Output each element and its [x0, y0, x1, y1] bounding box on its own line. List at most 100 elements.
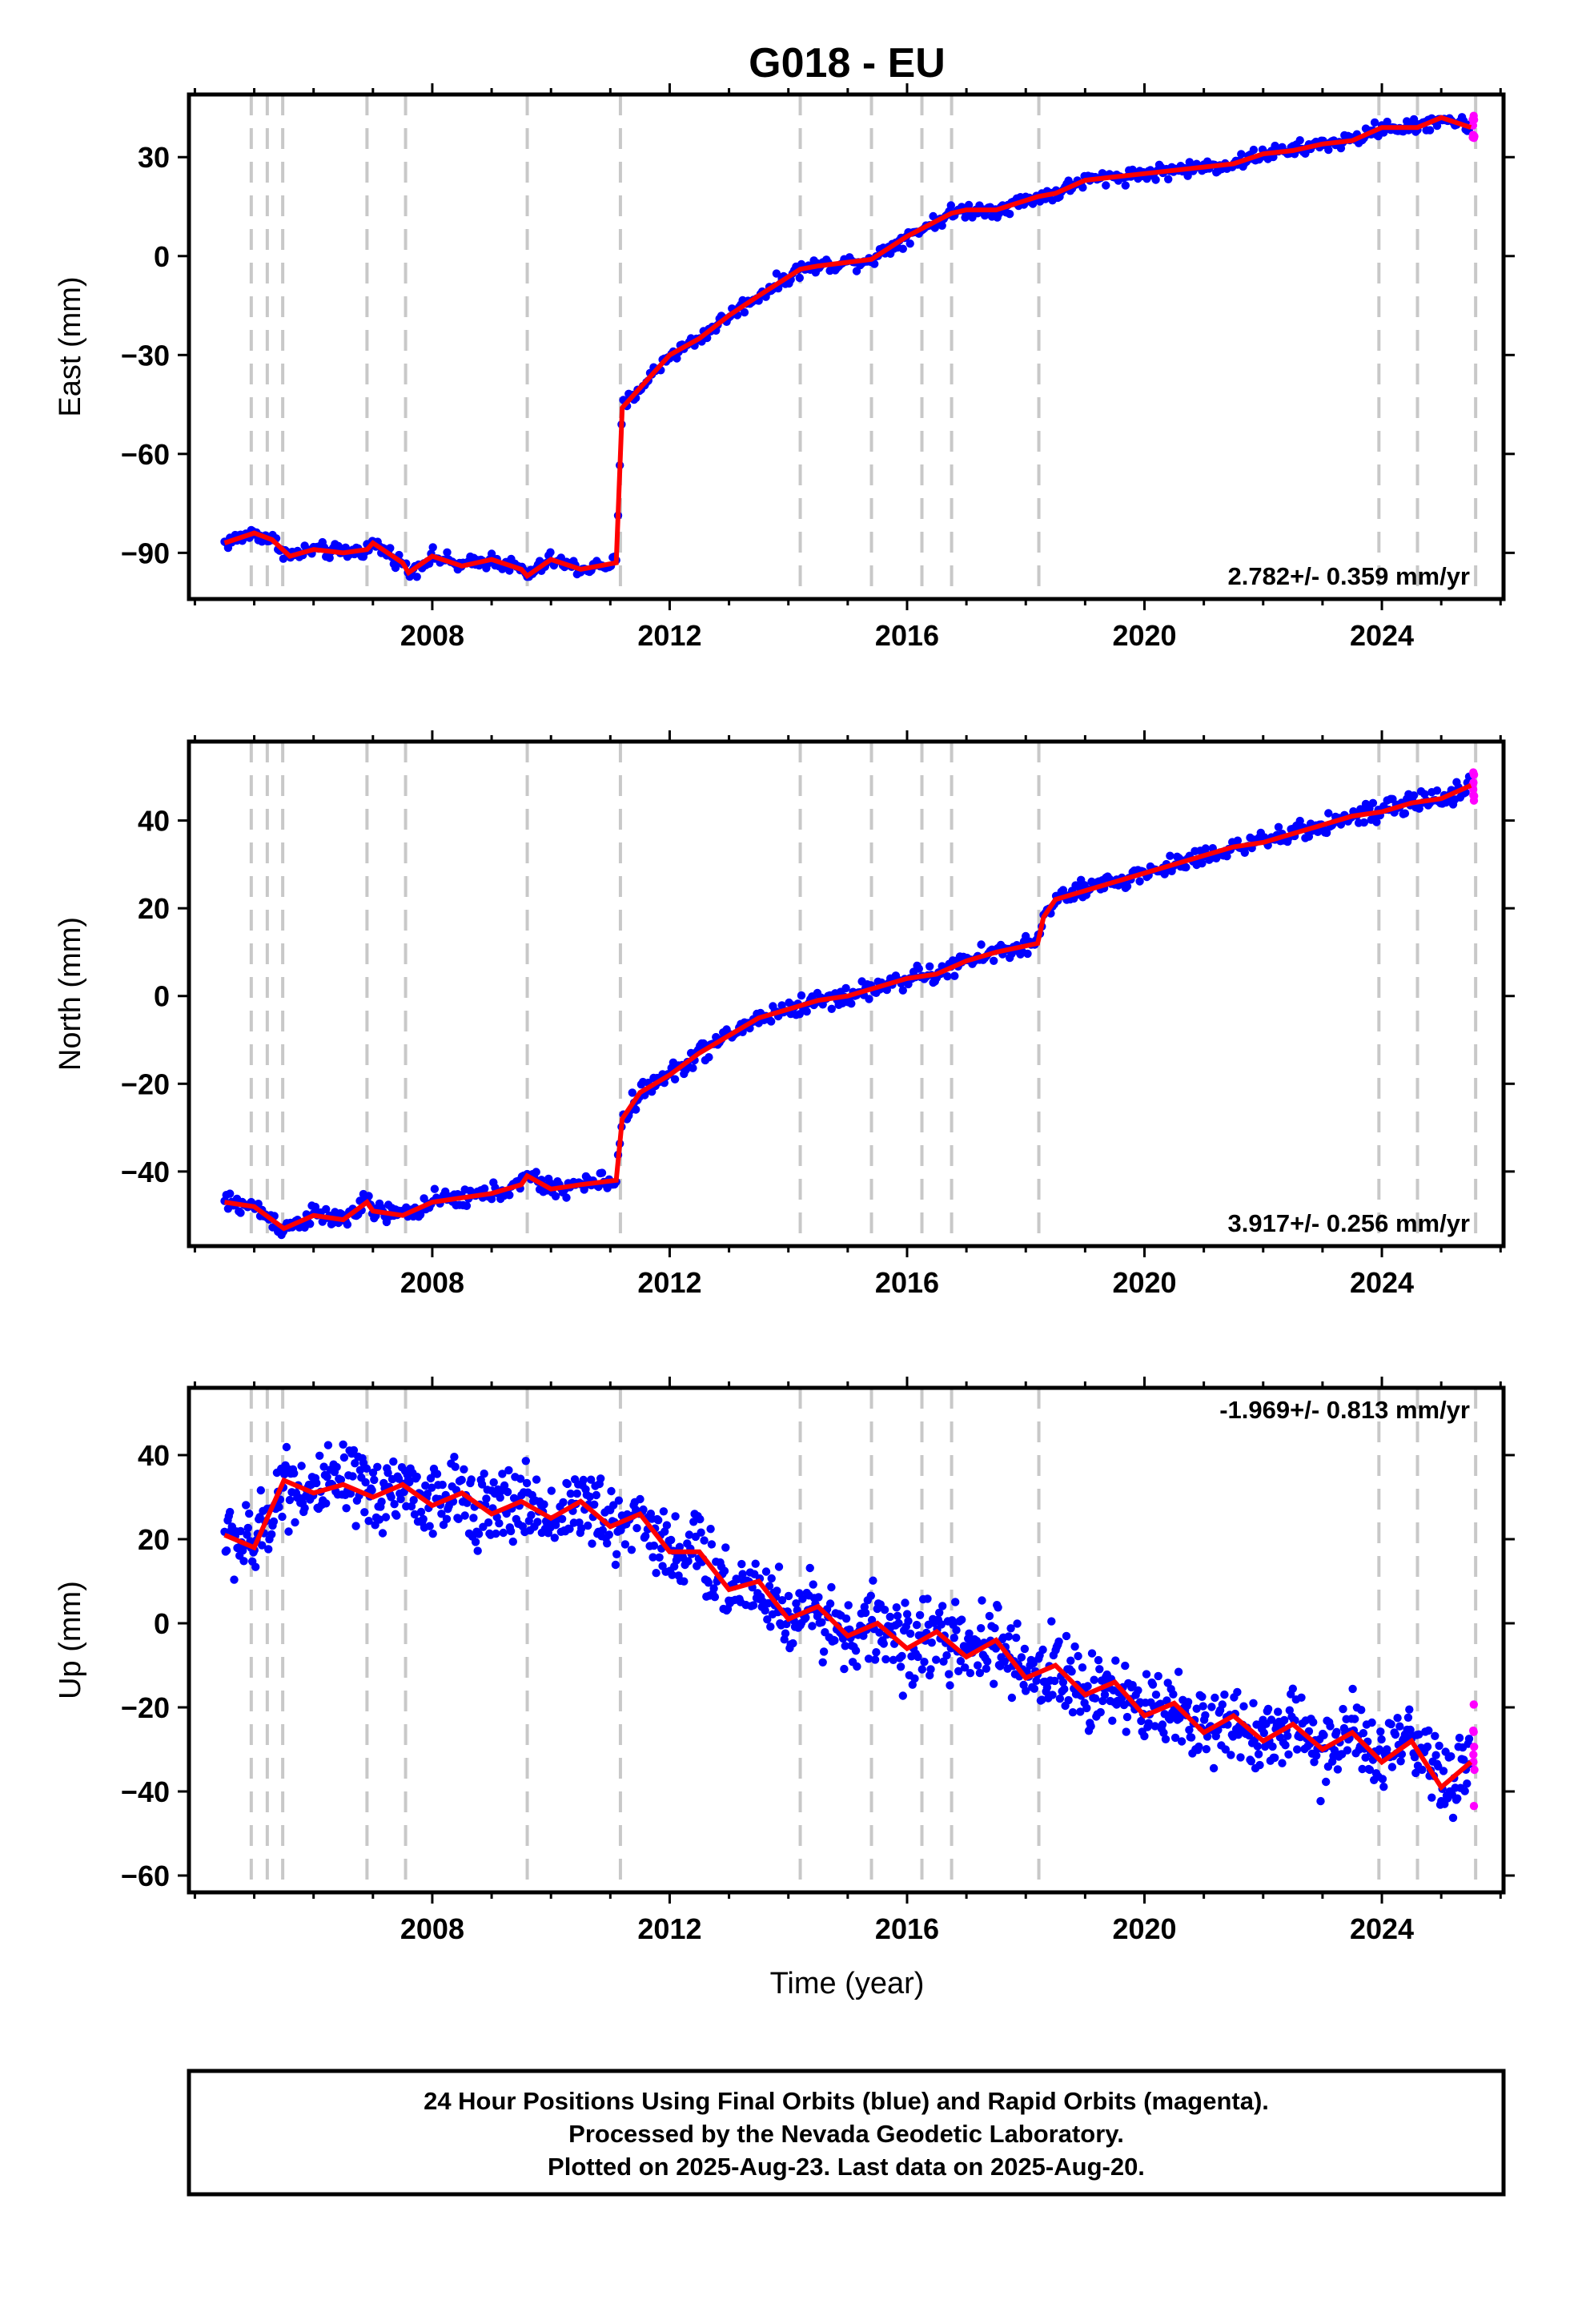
east-y-axis-label: East (mm) [54, 276, 87, 416]
up-point-394 [641, 1531, 650, 1541]
up-point-996 [1284, 1750, 1293, 1759]
up-point-199 [432, 1470, 442, 1478]
up-point-1098 [1393, 1714, 1402, 1723]
up-point-961 [1247, 1757, 1256, 1766]
up-point-1081 [1375, 1745, 1384, 1754]
caption-line-3: Plotted on 2025-Aug-23. Last data on 202… [548, 2153, 1145, 2181]
east-point-523 [1151, 175, 1160, 184]
up-point-86 [312, 1478, 321, 1488]
up-point-96 [323, 1473, 331, 1482]
up-point-781 [1054, 1637, 1063, 1646]
caption-box: 24 Hour Positions Using Final Orbits (bl… [187, 2069, 1506, 2197]
up-point-352 [596, 1474, 605, 1483]
north-point-507 [1122, 882, 1132, 891]
up-point-330 [572, 1489, 581, 1498]
up-point-156 [387, 1493, 396, 1502]
north-point-619 [1322, 828, 1331, 838]
caption-line-1: 24 Hour Positions Using Final Orbits (bl… [424, 2087, 1269, 2115]
up-point-1093 [1387, 1763, 1397, 1771]
north-point-146 [480, 1184, 489, 1193]
up-point-247 [484, 1518, 493, 1527]
up-point-1074 [1367, 1718, 1376, 1727]
north-point-124 [441, 1187, 450, 1196]
up-point-592 [853, 1662, 861, 1671]
caption-line-2: Processed by the Nevada Geodetic Laborat… [568, 2120, 1124, 2148]
up-point-673 [939, 1657, 948, 1666]
up-point-132 [361, 1478, 370, 1487]
up-point-874 [1154, 1671, 1162, 1681]
up-point-635 [898, 1691, 908, 1700]
up-point-186 [419, 1514, 428, 1524]
north-point-674 [1420, 790, 1429, 798]
up-point-35 [258, 1541, 267, 1550]
north-y-tick-label: 0 [154, 980, 170, 1013]
east-point-385 [905, 239, 914, 248]
up-point-581 [841, 1642, 849, 1651]
east-point-571 [1237, 150, 1246, 159]
up-point-323 [565, 1525, 574, 1534]
up-point-203 [437, 1510, 446, 1518]
up-point-360 [604, 1530, 613, 1539]
up-point-445 [696, 1514, 705, 1524]
up-point-811 [1086, 1722, 1095, 1731]
up-point-905 [1186, 1733, 1196, 1742]
up-point-194 [428, 1483, 436, 1492]
east-y-tick-label: −30 [121, 339, 170, 372]
up-point-381 [627, 1546, 636, 1554]
up-point-260 [498, 1470, 507, 1478]
up-point-469 [721, 1543, 730, 1552]
up-event-lines [249, 1388, 1478, 1892]
up-point-1058 [1351, 1715, 1359, 1723]
east-x-tick-label: 2016 [875, 619, 939, 652]
up-point-742 [1013, 1619, 1022, 1628]
up-point-672 [938, 1602, 947, 1610]
up-point-1029 [1319, 1731, 1328, 1739]
up-point-122 [351, 1459, 359, 1468]
up-point-114 [342, 1504, 351, 1513]
up-point-148 [378, 1529, 387, 1538]
east-point-681 [1432, 121, 1442, 131]
up-rapid-point-0 [1469, 1750, 1478, 1759]
north-point-390 [914, 964, 924, 973]
north-y-tick-label: 20 [138, 892, 170, 925]
up-point-948 [1233, 1687, 1242, 1697]
up-point-924 [1207, 1703, 1216, 1711]
up-point-9 [230, 1575, 239, 1584]
up-point-133 [362, 1464, 371, 1474]
up-point-204 [438, 1480, 447, 1490]
up-point-364 [609, 1501, 618, 1510]
up-point-737 [1007, 1693, 1017, 1703]
east-point-365 [870, 259, 879, 268]
up-point-642 [905, 1629, 915, 1638]
up-point-72 [297, 1462, 306, 1470]
up-point-714 [983, 1657, 992, 1666]
up-point-786 [1060, 1685, 1069, 1694]
up-point-407 [655, 1553, 664, 1562]
up-point-724 [994, 1603, 1002, 1612]
north-point-69 [343, 1220, 352, 1229]
up-point-435 [685, 1530, 694, 1539]
east-rapid-point-6 [1470, 132, 1479, 141]
east-model-line [223, 115, 1472, 580]
up-point-283 [522, 1478, 532, 1488]
up-point-707 [975, 1668, 985, 1678]
up-point-885 [1166, 1715, 1174, 1724]
up-point-648 [912, 1620, 921, 1630]
up-point-519 [774, 1562, 784, 1571]
up-point-1161 [1460, 1787, 1469, 1795]
up-point-18 [239, 1557, 248, 1566]
up-point-306 [547, 1486, 556, 1495]
up-point-697 [965, 1629, 974, 1638]
east-points [220, 111, 1479, 581]
up-point-912 [1195, 1742, 1203, 1751]
up-point-820 [1096, 1707, 1105, 1717]
up-point-1154 [1453, 1794, 1462, 1803]
up-point-1064 [1357, 1706, 1366, 1715]
up-point-511 [766, 1622, 775, 1631]
up-point-528 [784, 1591, 793, 1601]
up-point-522 [777, 1596, 787, 1605]
up-point-109 [336, 1475, 346, 1485]
up-point-480 [733, 1574, 742, 1584]
up-point-484 [737, 1559, 746, 1569]
up-panel: 2008 2012 2016 2020 2024 −60 −40 −20 0 20 40 Up (m… [54, 1377, 1515, 2000]
